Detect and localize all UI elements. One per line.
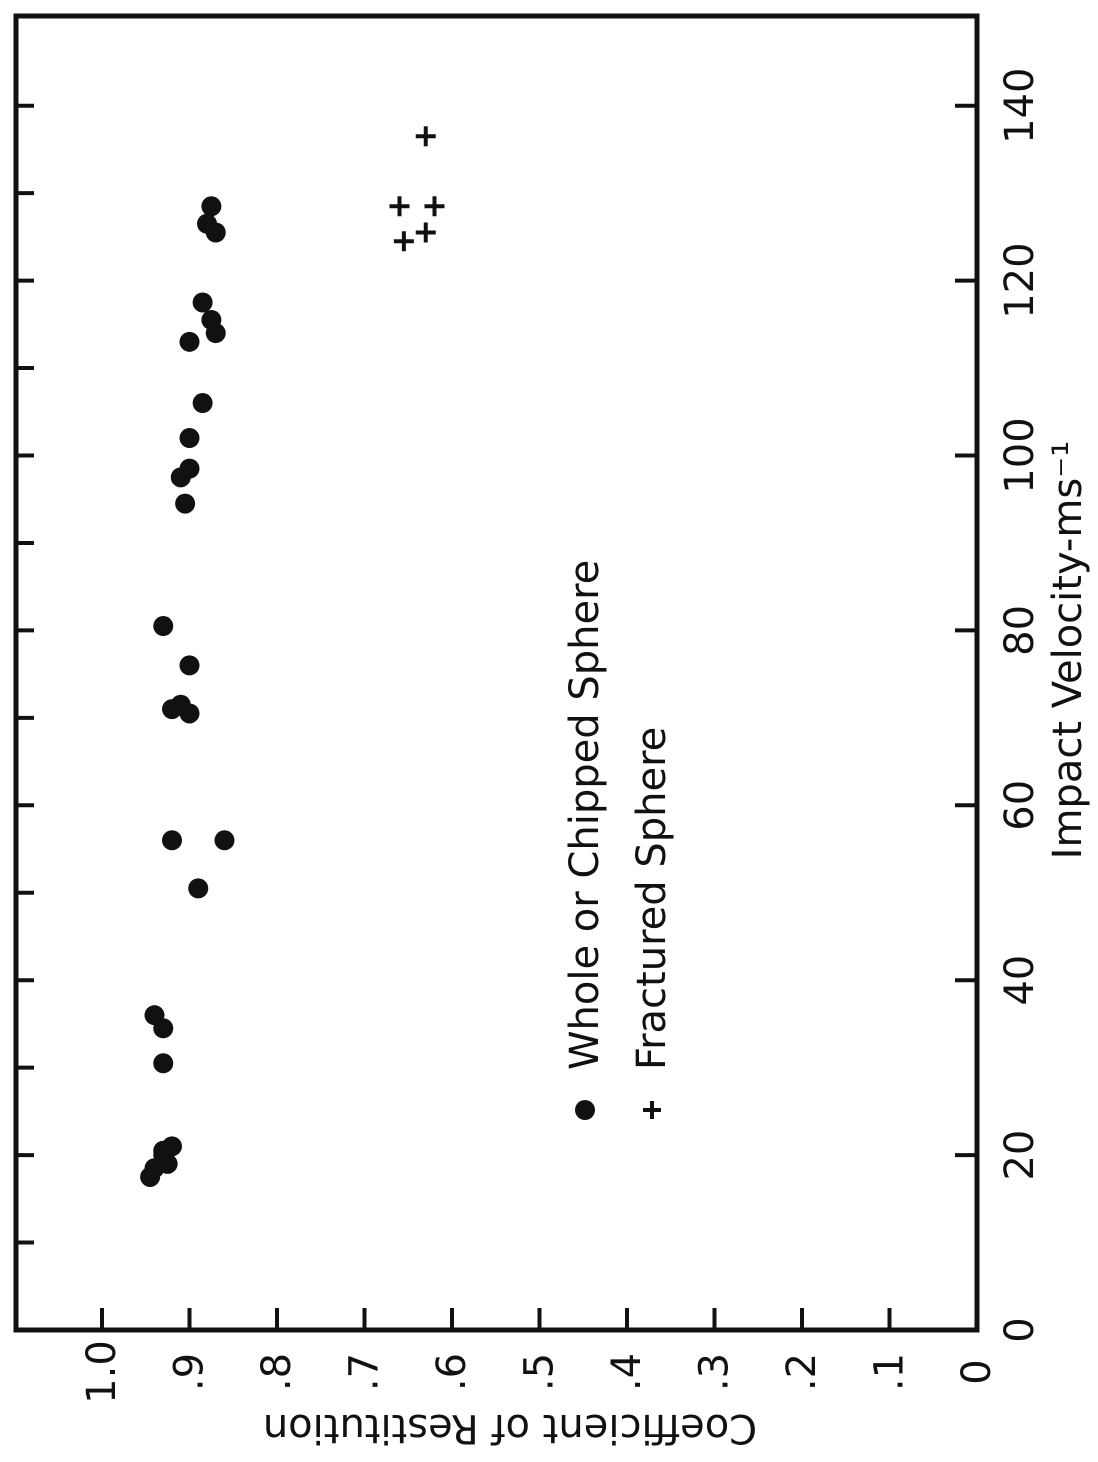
data-point-whole [192,393,213,414]
x-tick-label: 60 [997,780,1043,831]
legend: Whole or Chipped Sphere Fractured Sphere [562,560,675,1120]
y-tick-label: .7 [342,1353,388,1391]
y-tick-label: .8 [254,1353,300,1391]
data-point-whole [188,878,209,899]
data-point-whole [179,458,200,479]
data-point-whole [162,1136,182,1157]
data-point-whole [153,616,174,637]
y-axis: 0 .1 .2 .3 .4 .5 .6 .7 .8 .9 1.0 [79,1308,1000,1404]
y-tick-label: .5 [517,1353,563,1391]
x-tick-label: 120 [997,242,1043,318]
x-tick-label: 140 [997,68,1043,144]
data-point-whole [214,830,235,851]
plot-frame-group [13,13,980,1333]
data-point-whole [179,428,200,449]
data-point-whole [179,655,200,676]
y-tick-label: .6 [429,1353,475,1391]
data-point-fractured [415,126,436,147]
y-tick-label: 1.0 [79,1340,125,1404]
data-point-fractured [415,222,436,243]
y-axis-title: Coefficient of Restitution [263,1405,757,1451]
plot-frame [13,13,980,1333]
y-tick-label: .2 [779,1353,825,1391]
data-point-fractured [424,196,445,217]
x-axis-title: Impact Velocity-ms⁻¹ [1045,441,1091,860]
x-tick-label: 0 [997,1317,1043,1342]
y-tick-label: .1 [867,1353,913,1391]
y-tick-label: .3 [692,1353,738,1391]
data-point-fractured [389,196,410,217]
y-tick-label: .9 [167,1353,213,1391]
data-point-whole [170,694,191,715]
data-point-whole [153,1053,174,1074]
x-tick-label: 20 [997,1130,1043,1181]
x-tick-label: 100 [997,417,1043,493]
data-point-whole [192,292,213,313]
y-tick-label: .4 [604,1353,650,1391]
legend-label: Whole or Chipped Sphere [562,560,608,1070]
data-point-whole [201,309,222,330]
legend-marker-whole [575,1100,595,1120]
data-point-whole [201,196,222,217]
x-tick-label: 40 [997,955,1043,1006]
y-tick-label: 0 [954,1359,1000,1384]
data-point-fractured [393,231,414,252]
x-axis: 0 20 40 60 80 100 120 140 [16,68,1043,1343]
data-point-whole [162,830,182,851]
data-points [140,126,445,1187]
x-tick-label: 80 [997,605,1043,656]
data-point-whole [179,331,200,352]
data-point-whole [144,1005,165,1026]
data-point-whole [175,493,196,514]
legend-label: Fractured Sphere [629,727,675,1070]
data-point-whole [197,213,217,234]
axis-titles: Impact Velocity-ms⁻¹ Coefficient of Resti… [263,441,1091,1451]
